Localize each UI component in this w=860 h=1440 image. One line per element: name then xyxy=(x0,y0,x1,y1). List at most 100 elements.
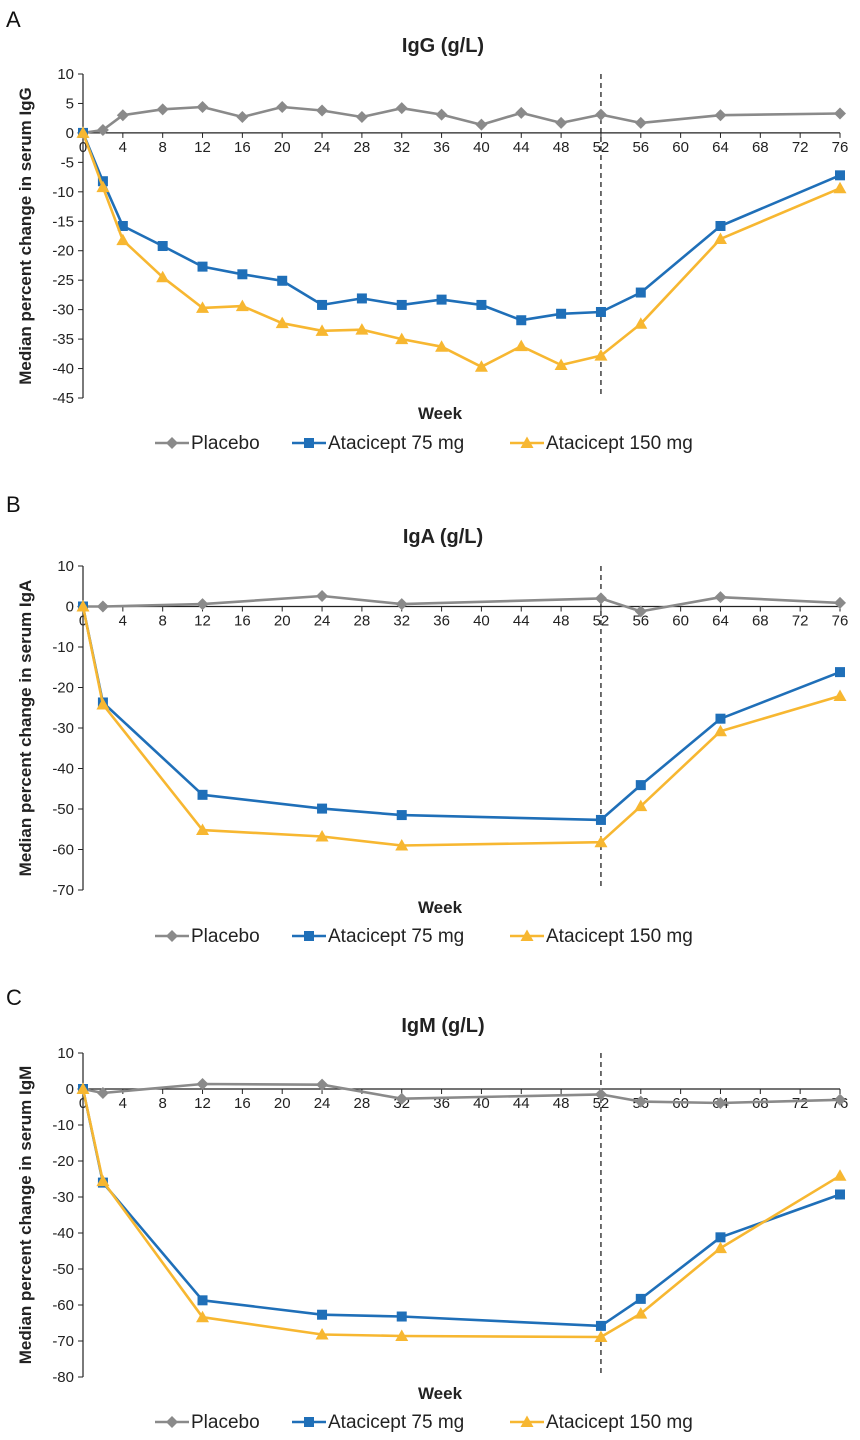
y-tick-label: -50 xyxy=(52,801,74,818)
x-tick-label: 48 xyxy=(553,1095,570,1112)
y-tick-label: -20 xyxy=(52,243,74,260)
data-point xyxy=(555,116,568,129)
series-line xyxy=(81,606,841,847)
data-point xyxy=(356,293,367,304)
series-atacicept-150-mg xyxy=(76,1082,847,1343)
series-atacicept-75-mg xyxy=(78,601,845,825)
x-tick-label: 72 xyxy=(792,613,809,630)
panel-letter: A xyxy=(6,7,21,32)
legend-label: Placebo xyxy=(191,1412,260,1433)
panel-letter: B xyxy=(6,492,21,517)
data-point xyxy=(474,360,488,372)
y-tick-label: -40 xyxy=(52,361,74,378)
x-tick-label: 40 xyxy=(473,1095,490,1112)
series-line xyxy=(81,606,841,822)
data-point xyxy=(435,108,448,121)
data-point xyxy=(713,1241,727,1254)
data-point xyxy=(634,1095,647,1108)
data-point xyxy=(96,600,109,613)
data-point xyxy=(516,315,527,326)
data-point xyxy=(196,100,209,113)
data-point xyxy=(76,600,90,612)
data-point xyxy=(834,107,846,120)
data-point xyxy=(435,340,449,352)
legend: Placebo Atacicept 75 mg Atacicept 150 mg xyxy=(155,433,693,454)
x-tick-label: 52 xyxy=(593,1095,610,1112)
series-line xyxy=(81,1088,841,1328)
x-tick-label: 8 xyxy=(159,139,167,156)
chart-panel-a: A IgG (g/L) Median percent change in serum… xyxy=(6,7,848,454)
data-point xyxy=(275,316,289,329)
y-axis-label: Median percent change in serum IgM xyxy=(16,1066,35,1365)
data-point xyxy=(277,275,288,286)
chart-panel-c: C IgM (g/L) Median percent change in serum… xyxy=(6,985,848,1433)
y-tick-label: -40 xyxy=(52,761,74,778)
x-tick-label: 8 xyxy=(159,1095,167,1112)
x-axis-label: Week xyxy=(418,1384,463,1403)
x-tick-label: 36 xyxy=(433,1095,450,1112)
data-point xyxy=(316,1078,329,1091)
x-tick-label: 44 xyxy=(513,139,530,156)
x-tick-label: 12 xyxy=(194,613,211,630)
legend-marker xyxy=(304,438,314,448)
legend-marker xyxy=(166,930,178,942)
x-tick-label: 8 xyxy=(159,613,167,630)
x-tick-label: 40 xyxy=(473,139,490,156)
data-point xyxy=(76,1082,90,1094)
x-tick-label: 12 xyxy=(194,139,211,156)
y-tick-label: -10 xyxy=(52,184,74,201)
x-tick-label: 0 xyxy=(79,613,87,630)
x-tick-label: 44 xyxy=(513,1095,530,1112)
data-point xyxy=(315,324,329,336)
data-point xyxy=(515,106,528,119)
chart-title: IgA (g/L) xyxy=(403,526,483,548)
data-point xyxy=(835,667,845,678)
x-tick-label: 40 xyxy=(473,613,490,630)
x-tick-label: 48 xyxy=(553,613,570,630)
data-point xyxy=(834,1093,846,1106)
x-tick-label: 60 xyxy=(672,613,689,630)
x-tick-label: 24 xyxy=(314,139,331,156)
data-point xyxy=(117,220,128,231)
series-line xyxy=(82,105,841,135)
data-point xyxy=(316,589,329,602)
data-point xyxy=(715,713,726,724)
x-tick-label: 36 xyxy=(433,613,450,630)
data-point xyxy=(316,104,329,117)
data-point xyxy=(235,299,249,312)
data-point xyxy=(276,100,289,113)
y-tick-label: -10 xyxy=(52,639,74,656)
legend-label: Atacicept 150 mg xyxy=(546,1412,693,1433)
x-tick-label: 16 xyxy=(234,139,251,156)
data-point xyxy=(634,1307,648,1319)
legend-marker xyxy=(304,1417,314,1427)
data-point xyxy=(714,591,727,604)
series-atacicept-75-mg xyxy=(78,127,845,326)
x-tick-label: 12 xyxy=(194,1095,211,1112)
data-point xyxy=(834,596,846,609)
data-point xyxy=(634,317,648,329)
legend-marker xyxy=(520,436,534,448)
x-tick-label: 36 xyxy=(433,139,450,156)
data-point xyxy=(715,1232,726,1243)
data-point xyxy=(197,789,208,800)
x-tick-label: 76 xyxy=(832,139,849,156)
data-point xyxy=(634,116,647,129)
y-tick-label: -30 xyxy=(52,720,74,737)
legend: Placebo Atacicept 75 mg Atacicept 150 mg xyxy=(155,926,693,947)
x-tick-label: 68 xyxy=(752,613,769,630)
legend-label: Atacicept 150 mg xyxy=(546,926,693,947)
data-point xyxy=(713,724,727,737)
data-point xyxy=(116,233,130,246)
chart-title: IgM (g/L) xyxy=(401,1015,484,1037)
x-tick-label: 32 xyxy=(393,139,410,156)
series-line xyxy=(83,594,841,613)
x-tick-label: 0 xyxy=(79,139,87,156)
data-point xyxy=(395,1092,408,1105)
data-point xyxy=(355,111,368,124)
data-point xyxy=(315,1328,329,1340)
legend-label: Atacicept 75 mg xyxy=(328,926,464,947)
legend-marker xyxy=(520,1415,534,1427)
data-point xyxy=(96,1086,109,1099)
x-tick-label: 20 xyxy=(274,139,291,156)
